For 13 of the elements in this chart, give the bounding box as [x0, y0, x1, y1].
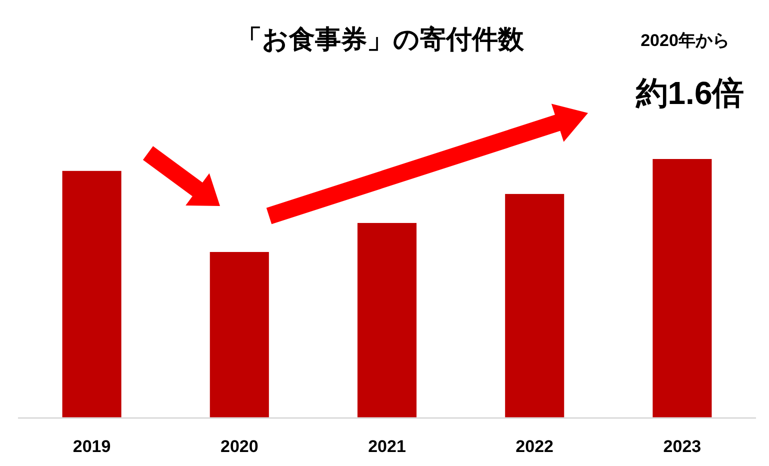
bar [652, 159, 712, 418]
x-tick-label: 2023 [663, 437, 702, 456]
text: 2020年から [640, 31, 730, 50]
text: 約1.6倍 [634, 75, 744, 111]
x-tick-label: 2019 [72, 437, 111, 456]
x-tick-label: 2020 [220, 437, 258, 456]
x-tick-label: 2022 [516, 437, 554, 456]
bar [357, 222, 417, 418]
bar [210, 252, 269, 418]
chart-title: 「お食事券」の寄付件数 [236, 24, 525, 54]
x-tick-label: 2021 [368, 437, 406, 456]
bar [505, 194, 564, 418]
bar [62, 170, 122, 418]
